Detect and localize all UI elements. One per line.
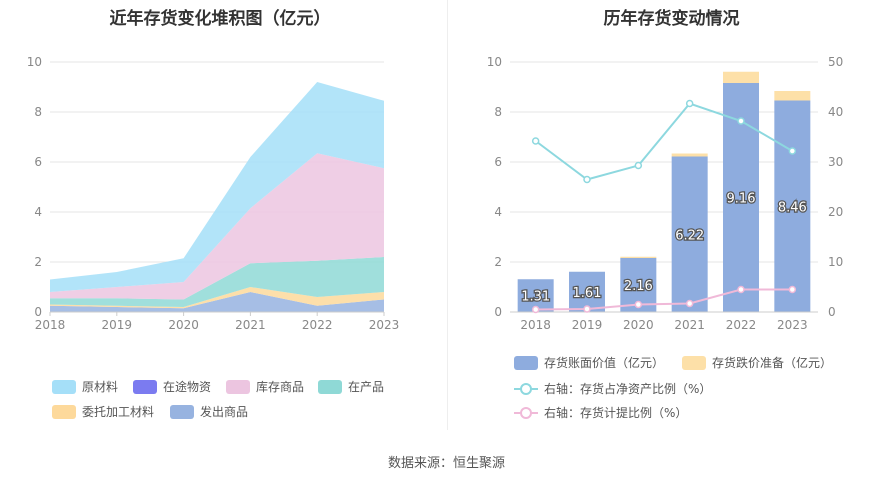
right-x-tick: 2022 [726,318,757,332]
right-x-tick: 2019 [572,318,603,332]
legend-wip-swatch [318,379,342,394]
legend-provision-label: 右轴：存货计提比例（%） [544,406,688,420]
right-y2-tick: 30 [828,155,843,169]
legend-book-label: 存货账面价值（亿元） [544,356,665,370]
bar-book-value [671,156,708,312]
point-net [583,175,591,184]
right-y2-tick: 0 [828,305,836,319]
right-y2-tick: 50 [828,55,843,69]
bar-data-label: 1.61 [573,286,602,301]
left-x-tick: 2022 [302,318,333,332]
line-provision [535,288,793,311]
bar-book-value [774,100,811,312]
left-y-tick: 6 [34,155,42,169]
right-y-tick: 4 [494,205,502,219]
legend-shipped[interactable]: 发出商品 [170,403,248,420]
left-x-tick: 2021 [235,318,266,332]
area-shipped [50,292,384,312]
bar-reserve [671,153,708,157]
line-net [535,102,793,181]
area-wip [50,257,384,307]
legend-raw-swatch [52,379,76,394]
right-y-tick: 8 [494,105,502,119]
area-raw [50,82,384,292]
legend-provision-marker [514,406,538,420]
bar-data-label: 8.46 [778,200,807,215]
left-x-tick: 2020 [168,318,199,332]
point-net [531,137,540,145]
left-chart-title: 近年存货变化堆积图（亿元） [109,9,331,29]
legend-outsourced-label: 委托加工材料 [82,405,155,419]
legend-reserve-swatch [682,355,706,370]
legend-transit[interactable]: 在途物资 [133,378,211,395]
legend-book-swatch [514,355,538,370]
left-y-tick: 0 [34,305,42,319]
legend-outsourced-swatch [52,404,76,419]
left-y-tick: 4 [34,205,42,219]
data-source: 数据来源：恒生聚源 [387,456,505,471]
point-net [634,161,643,170]
point-net [788,147,797,155]
right-legend: 存货账面价值（亿元） 存货跌价准备（亿元） 右轴：存货占净资产比例（%） 右轴：… [514,354,832,421]
left-x-tick: 2019 [102,318,133,332]
legend-inventory-label: 库存商品 [256,380,305,394]
legend-raw-label: 原材料 [82,380,119,394]
legend-provision[interactable]: 右轴：存货计提比例（%） [514,404,687,421]
area-inventory [50,153,384,300]
right-x-tick: 2023 [777,318,808,332]
right-x-tick: 2021 [674,318,705,332]
bar-reserve [620,256,657,258]
right-y2-tick: 20 [828,205,843,219]
bar-data-label: 6.22 [675,228,704,243]
point-net [685,99,694,108]
point-provision [583,305,591,313]
panel-divider [447,0,448,430]
point-provision [737,285,745,294]
left-x-tick: 2018 [35,318,66,332]
legend-wip[interactable]: 在产品 [318,378,384,395]
legend-net-ratio-marker [514,382,538,396]
legend-reserve-label: 存货跌价准备（亿元） [712,356,833,370]
legend-transit-swatch [133,379,157,394]
right-x-tick: 2020 [623,318,654,332]
legend-inventory[interactable]: 库存商品 [226,378,304,395]
legend-transit-label: 在途物资 [163,380,212,394]
legend-net-ratio[interactable]: 右轴：存货占净资产比例（%） [514,380,711,397]
bar-reserve [723,71,759,83]
right-chart-title: 历年存货变动情况 [603,9,740,29]
bar-data-label: 1.31 [521,290,550,305]
legend-reserve[interactable]: 存货跌价准备（亿元） [682,354,832,371]
charts-canvas: 0 2 4 6 8 10 2018 2019 2020 2021 2022 2023 0 2 4 6 8 10 0 1… [27,55,844,332]
left-y-tick: 8 [34,105,42,119]
right-y-tick: 6 [494,155,502,169]
right-y-tick: 10 [487,55,502,69]
point-provision [788,285,797,294]
bar-reserve [774,91,811,101]
legend-raw[interactable]: 原材料 [52,378,118,395]
right-x-tick: 2018 [520,318,551,332]
bar-data-label: 2.16 [624,279,653,294]
area-outsourced [50,287,384,309]
point-provision [685,299,694,308]
left-y-tick: 2 [34,255,42,269]
right-y-tick: 2 [494,255,502,269]
legend-inventory-swatch [226,379,250,394]
left-x-tick: 2023 [369,318,400,332]
legend-wip-label: 在产品 [348,380,385,394]
point-provision [634,300,643,309]
legend-shipped-swatch [170,404,194,419]
legend-book[interactable]: 存货账面价值（亿元） [514,354,664,371]
legend-shipped-label: 发出商品 [200,405,249,419]
right-y-tick: 0 [494,305,502,319]
point-provision [531,305,540,314]
right-y2-tick: 10 [828,255,843,269]
right-y2-tick: 40 [828,105,843,119]
legend-outsourced[interactable]: 委托加工材料 [52,403,154,420]
left-legend: 原材料 在途物资 库存商品 在产品 委托加工材料 发出商品 [0,0,440,430]
left-y-tick: 10 [27,55,42,69]
point-net [737,117,745,125]
legend-net-ratio-label: 右轴：存货占净资产比例（%） [544,382,712,396]
bar-data-label: 9.16 [727,192,756,207]
